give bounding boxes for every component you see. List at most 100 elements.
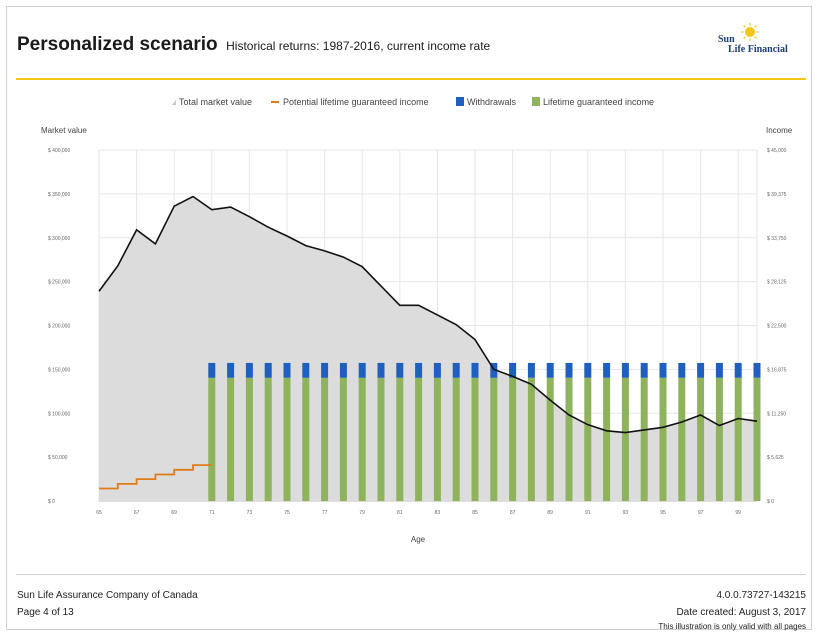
y-tick-left: $ 200,000 bbox=[48, 324, 70, 330]
footer-divider bbox=[16, 574, 806, 575]
x-tick-label: 67 bbox=[134, 510, 140, 516]
lifetime-income-bar bbox=[734, 377, 742, 501]
lifetime-income-bar bbox=[640, 377, 648, 501]
lifetime-income-bar bbox=[283, 377, 291, 501]
legend-label-lifetime: Lifetime guaranteed income bbox=[543, 97, 654, 107]
lifetime-income-bar bbox=[415, 377, 423, 501]
withdrawals-bar bbox=[433, 362, 441, 378]
y-tick-right: $ 5,625 bbox=[767, 455, 784, 461]
y-tick-right: $ 0 bbox=[767, 499, 774, 505]
withdrawals-bar bbox=[734, 362, 742, 378]
withdrawals-bar bbox=[678, 362, 686, 378]
x-tick-label: 83 bbox=[435, 510, 441, 516]
lifetime-income-bar bbox=[490, 377, 498, 501]
footer-page-number: Page 4 of 13 bbox=[17, 607, 74, 618]
header-divider bbox=[16, 78, 806, 80]
withdrawals-bar bbox=[358, 362, 366, 378]
lifetime-income-bar bbox=[396, 377, 404, 501]
lifetime-income-bar bbox=[339, 377, 347, 501]
y-tick-left: $ 400,000 bbox=[48, 148, 70, 154]
withdrawals-bar bbox=[377, 362, 385, 378]
legend-item-market: Total market value bbox=[172, 97, 252, 107]
logo-text-life-financial: Life Financial bbox=[728, 44, 788, 55]
y-tick-left: $ 250,000 bbox=[48, 280, 70, 286]
y-axis-right-title: Income bbox=[766, 126, 793, 135]
y-tick-right: $ 16,875 bbox=[767, 367, 787, 373]
y-tick-right: $ 33,750 bbox=[767, 236, 787, 242]
y-tick-right: $ 39,375 bbox=[767, 192, 787, 198]
withdrawals-bar bbox=[396, 362, 404, 378]
withdrawals-bar bbox=[509, 362, 517, 378]
x-tick-label: 79 bbox=[359, 510, 365, 516]
withdrawals-bar bbox=[603, 362, 611, 378]
withdrawals-bar bbox=[245, 362, 253, 378]
withdrawals-bar bbox=[227, 362, 235, 378]
footer-validity-note: This illustration is only valid with all… bbox=[658, 622, 806, 631]
x-tick-label: 73 bbox=[247, 510, 253, 516]
legend-label-withdrawals: Withdrawals bbox=[467, 97, 517, 107]
legend-label-potential: Potential lifetime guaranteed income bbox=[283, 97, 429, 107]
lifetime-income-bar bbox=[715, 377, 723, 501]
lifetime-income-bar bbox=[452, 377, 460, 501]
withdrawals-bar bbox=[264, 362, 272, 378]
chart-legend: Total market value Potential lifetime gu… bbox=[172, 97, 654, 107]
x-tick-label: 65 bbox=[96, 510, 102, 516]
x-tick-label: 75 bbox=[284, 510, 290, 516]
lifetime-income-bar bbox=[603, 377, 611, 501]
y-tick-left: $ 0 bbox=[48, 499, 55, 505]
withdrawals-bar bbox=[490, 362, 498, 378]
y-tick-left: $ 50,000 bbox=[48, 455, 68, 461]
sun-life-logo: Sun Life Financial bbox=[716, 22, 800, 58]
x-tick-label: 89 bbox=[547, 510, 553, 516]
withdrawals-bar bbox=[283, 362, 291, 378]
lifetime-income-bar bbox=[584, 377, 592, 501]
y-tick-left: $ 350,000 bbox=[48, 192, 70, 198]
footer-date-created: Date created: August 3, 2017 bbox=[676, 607, 806, 618]
x-axis-title: Age bbox=[411, 535, 426, 544]
x-tick-label: 71 bbox=[209, 510, 215, 516]
x-tick-label: 91 bbox=[585, 510, 591, 516]
withdrawals-bar bbox=[640, 362, 648, 378]
withdrawals-bar bbox=[302, 362, 310, 378]
legend-label-market: Total market value bbox=[179, 97, 252, 107]
x-tick-label: 69 bbox=[171, 510, 177, 516]
market-value-line bbox=[98, 195, 758, 434]
sun-icon bbox=[741, 23, 759, 41]
withdrawals-bar bbox=[321, 362, 329, 378]
footer-version: 4.0.0.73727-143215 bbox=[716, 590, 806, 601]
y-tick-left: $ 150,000 bbox=[48, 367, 70, 373]
lifetime-income-bar bbox=[659, 377, 667, 501]
lifetime-income-bar bbox=[264, 377, 272, 501]
market-area-layer bbox=[99, 196, 757, 501]
y-tick-right: $ 45,000 bbox=[767, 148, 787, 154]
withdrawals-bar bbox=[584, 362, 592, 378]
lifetime-income-bar bbox=[753, 377, 761, 501]
ticks-layer: $ 0 $ 0 $ 50,000 $ 5,625 $ 100,000 $ 11,250 $ … bbox=[48, 148, 787, 516]
x-tick-label: 77 bbox=[322, 510, 328, 516]
legend-item-withdrawals: Withdrawals bbox=[456, 97, 517, 107]
y-axis-left-title: Market value bbox=[41, 126, 87, 135]
withdrawals-bar bbox=[546, 362, 554, 378]
withdrawals-bar bbox=[208, 362, 216, 378]
lifetime-income-bar bbox=[358, 377, 366, 501]
footer-company: Sun Life Assurance Company of Canada bbox=[17, 590, 198, 601]
withdrawals-bar bbox=[565, 362, 573, 378]
lifetime-income-bar bbox=[471, 377, 479, 501]
x-tick-label: 87 bbox=[510, 510, 516, 516]
logo-text-sun: Sun bbox=[718, 34, 735, 45]
withdrawals-bar bbox=[527, 362, 535, 378]
y-tick-right: $ 28,125 bbox=[767, 280, 787, 286]
lifetime-income-bar bbox=[509, 377, 517, 501]
withdrawals-bar bbox=[621, 362, 629, 378]
lifetime-income-bar bbox=[377, 377, 385, 501]
withdrawals-bar bbox=[659, 362, 667, 378]
y-tick-left: $ 300,000 bbox=[48, 236, 70, 242]
withdrawals-bar bbox=[339, 362, 347, 378]
lifetime-income-bar bbox=[621, 377, 629, 501]
lifetime-income-bar bbox=[208, 377, 216, 501]
x-tick-label: 93 bbox=[623, 510, 629, 516]
legend-item-potential: Potential lifetime guaranteed income bbox=[271, 97, 429, 107]
withdrawals-bar bbox=[415, 362, 423, 378]
lifetime-income-bar bbox=[697, 377, 705, 501]
